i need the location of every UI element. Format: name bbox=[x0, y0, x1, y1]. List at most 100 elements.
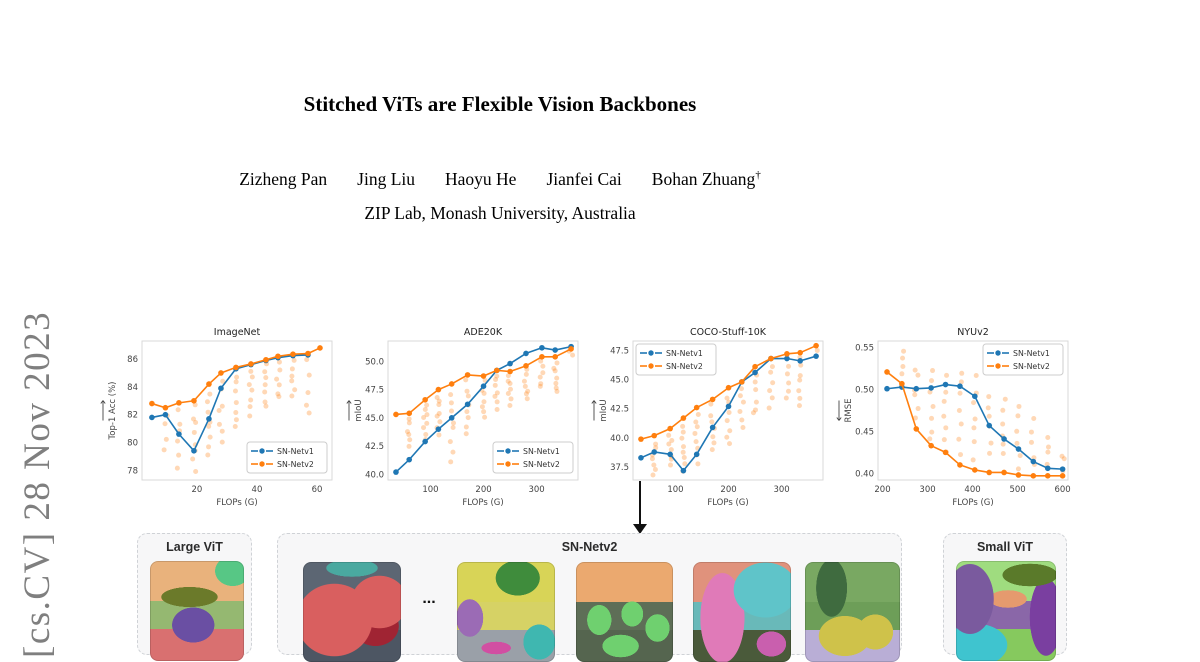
series-marker bbox=[248, 361, 254, 367]
scatter-point bbox=[233, 417, 239, 423]
affiliation: ZIP Lab, Monash University, Australia bbox=[364, 203, 636, 223]
scatter-point bbox=[162, 421, 168, 427]
scatter-point bbox=[752, 407, 758, 413]
flow-arrow-head-icon bbox=[633, 524, 647, 534]
scatter-point bbox=[232, 424, 238, 430]
scatter-point bbox=[276, 382, 282, 388]
sn-netv2-box: SN-Netv2 ... bbox=[277, 533, 902, 662]
scatter-point bbox=[524, 396, 530, 402]
series-marker bbox=[448, 381, 455, 387]
scatter-point bbox=[652, 466, 658, 472]
y-tick-label: 0.55 bbox=[855, 344, 874, 354]
scatter-point bbox=[553, 385, 559, 391]
series-marker bbox=[393, 411, 399, 418]
svg-text:mIoU: mIoU bbox=[599, 399, 609, 421]
scatter-point bbox=[737, 408, 743, 414]
series-marker bbox=[680, 415, 687, 421]
scatter-point bbox=[289, 378, 295, 384]
series-marker bbox=[464, 401, 471, 408]
scatter-point bbox=[464, 409, 470, 415]
series-marker bbox=[651, 449, 658, 455]
scatter-point bbox=[216, 407, 222, 413]
series-marker bbox=[162, 404, 169, 411]
scatter-point bbox=[971, 439, 977, 445]
y-tick-label: 40.0 bbox=[365, 470, 384, 480]
scatter-point bbox=[206, 444, 212, 450]
scatter-point bbox=[554, 375, 560, 381]
scatter-point bbox=[752, 379, 758, 385]
large-vit-box: Large ViT bbox=[137, 533, 252, 661]
x-axis-label: FLOPs (G) bbox=[462, 498, 503, 508]
scatter-point bbox=[434, 394, 440, 400]
scatter-point bbox=[191, 429, 197, 435]
series-marker bbox=[568, 346, 574, 352]
scatter-point bbox=[693, 439, 699, 445]
scatter-point bbox=[448, 408, 454, 414]
series-marker bbox=[176, 431, 182, 437]
series-marker bbox=[972, 393, 978, 400]
scatter-point bbox=[450, 425, 456, 431]
scatter-point bbox=[422, 406, 428, 412]
scatter-point bbox=[694, 424, 700, 430]
series-marker bbox=[393, 469, 399, 475]
scatter-point bbox=[958, 452, 964, 458]
scatter-point bbox=[306, 410, 312, 416]
scatter-point bbox=[695, 461, 701, 467]
scatter-point bbox=[275, 391, 281, 397]
series-marker bbox=[406, 456, 413, 463]
scatter-point bbox=[306, 372, 312, 378]
scatter-point bbox=[219, 439, 225, 445]
x-tick-label: 100 bbox=[667, 485, 683, 495]
scatter-point bbox=[650, 472, 656, 478]
scatter-point bbox=[915, 406, 921, 412]
scatter-point bbox=[1000, 407, 1006, 413]
scatter-point bbox=[753, 387, 759, 393]
scatter-point bbox=[246, 382, 252, 388]
series-marker bbox=[305, 350, 311, 357]
scatter-point bbox=[668, 447, 674, 453]
scatter-point bbox=[263, 375, 269, 381]
scatter-point bbox=[941, 398, 947, 404]
scatter-point bbox=[174, 465, 180, 471]
author-name: Haoyu He bbox=[445, 169, 517, 189]
scatter-point bbox=[767, 388, 773, 394]
series-marker bbox=[317, 345, 323, 351]
series-marker bbox=[667, 451, 673, 458]
scatter-point bbox=[537, 374, 543, 380]
series-marker bbox=[651, 432, 658, 439]
legend-box bbox=[635, 343, 717, 376]
x-tick-label: 40 bbox=[252, 485, 263, 495]
scatter-point bbox=[521, 378, 527, 384]
flow-arrow-line bbox=[639, 481, 641, 526]
series-marker bbox=[709, 396, 716, 403]
scatter-point bbox=[465, 393, 471, 399]
x-tick-label: 200 bbox=[475, 485, 491, 495]
chart-canvas: SN-Netv1 SN-Netv2 100 200 300 37.5 40.0 42.5 45.… bbox=[591, 327, 824, 508]
scatter-point bbox=[1045, 444, 1051, 450]
scatter-point bbox=[927, 389, 933, 395]
scatter-point bbox=[508, 396, 514, 402]
scatter-point bbox=[423, 431, 429, 437]
scatter-point bbox=[448, 392, 454, 398]
seg-image-fire-hydrant bbox=[693, 562, 791, 662]
scatter-point bbox=[262, 399, 268, 405]
scatter-point bbox=[492, 382, 498, 388]
scatter-point bbox=[206, 423, 212, 429]
series-marker bbox=[942, 449, 949, 456]
series-marker bbox=[1001, 436, 1007, 442]
scatter-point bbox=[1002, 396, 1008, 402]
scatter-point bbox=[494, 407, 500, 413]
y-tick-label: 86 bbox=[127, 355, 138, 365]
scatter-point bbox=[494, 373, 500, 379]
scatter-point bbox=[1000, 441, 1006, 447]
scatter-point bbox=[538, 358, 544, 364]
scatter-point bbox=[248, 368, 254, 374]
series-marker bbox=[913, 385, 920, 392]
scatter-point bbox=[193, 419, 199, 425]
series-marker bbox=[1030, 458, 1037, 465]
scatter-point bbox=[958, 379, 964, 385]
scatter-point bbox=[177, 421, 183, 427]
scatter-point bbox=[668, 462, 674, 468]
scatter-point bbox=[507, 402, 513, 408]
series-marker bbox=[752, 369, 758, 376]
